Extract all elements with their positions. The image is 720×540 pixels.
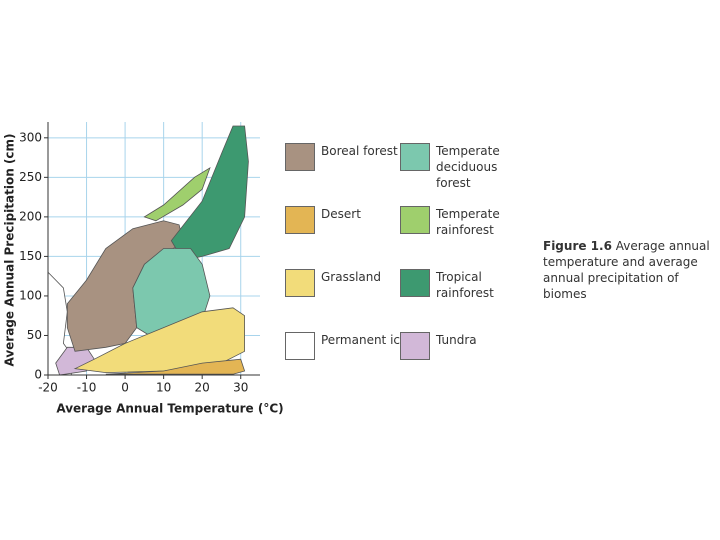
y-tick-label: 100 bbox=[19, 288, 42, 302]
legend-label: Temperate deciduous forest bbox=[436, 144, 500, 190]
biome-region bbox=[143, 166, 211, 222]
y-tick-label: 50 bbox=[27, 328, 42, 342]
biome-region bbox=[105, 358, 246, 375]
legend-swatch bbox=[285, 269, 315, 297]
legend-item: Boreal forest bbox=[285, 143, 416, 171]
legend-label: Tropical rainforest bbox=[436, 270, 494, 300]
y-tick-label: 150 bbox=[19, 249, 42, 263]
x-tick-label: -10 bbox=[77, 381, 97, 395]
legend-item: Temperate rainforest bbox=[400, 206, 531, 238]
legend-swatch bbox=[285, 206, 315, 234]
x-axis-label: Average Annual Temperature (°C) bbox=[56, 402, 283, 416]
legend-swatch bbox=[400, 206, 430, 234]
legend-swatch bbox=[285, 143, 315, 171]
y-tick-label: 300 bbox=[19, 130, 42, 144]
x-tick-label: 20 bbox=[195, 381, 210, 395]
caption-label: Figure 1.6 bbox=[543, 239, 612, 253]
legend-item: Tropical rainforest bbox=[400, 269, 531, 301]
legend-label: Desert bbox=[321, 207, 361, 221]
legend-label: Boreal forest bbox=[321, 144, 398, 158]
biome-region bbox=[170, 125, 249, 261]
legend-item: Grassland bbox=[285, 269, 416, 297]
legend-label: Temperate rainforest bbox=[436, 207, 500, 237]
legend-item: Temperate deciduous forest bbox=[400, 143, 531, 191]
x-tick-label: 30 bbox=[233, 381, 248, 395]
legend-swatch bbox=[400, 332, 430, 360]
x-tick-label: 10 bbox=[156, 381, 171, 395]
legend-item: Permanent ice bbox=[285, 332, 416, 360]
caption: Figure 1.6 Average annual temperature an… bbox=[543, 238, 720, 302]
legend-swatch bbox=[285, 332, 315, 360]
legend-item: Desert bbox=[285, 206, 416, 234]
legend-label: Grassland bbox=[321, 270, 381, 284]
caption-text: Average annual temperature and average a… bbox=[543, 239, 710, 301]
x-tick-label: -20 bbox=[38, 381, 58, 395]
x-tick-label: 0 bbox=[121, 381, 129, 395]
y-axis-label: Average Annual Precipitation (cm) bbox=[3, 133, 17, 366]
legend-swatch bbox=[400, 143, 430, 171]
legend-label: Permanent ice bbox=[321, 333, 408, 347]
y-tick-label: 250 bbox=[19, 170, 42, 184]
y-tick-label: 200 bbox=[19, 209, 42, 223]
legend-swatch bbox=[400, 269, 430, 297]
legend-item: Tundra bbox=[400, 332, 531, 360]
y-tick-label: 0 bbox=[34, 368, 42, 382]
legend-label: Tundra bbox=[436, 333, 477, 347]
